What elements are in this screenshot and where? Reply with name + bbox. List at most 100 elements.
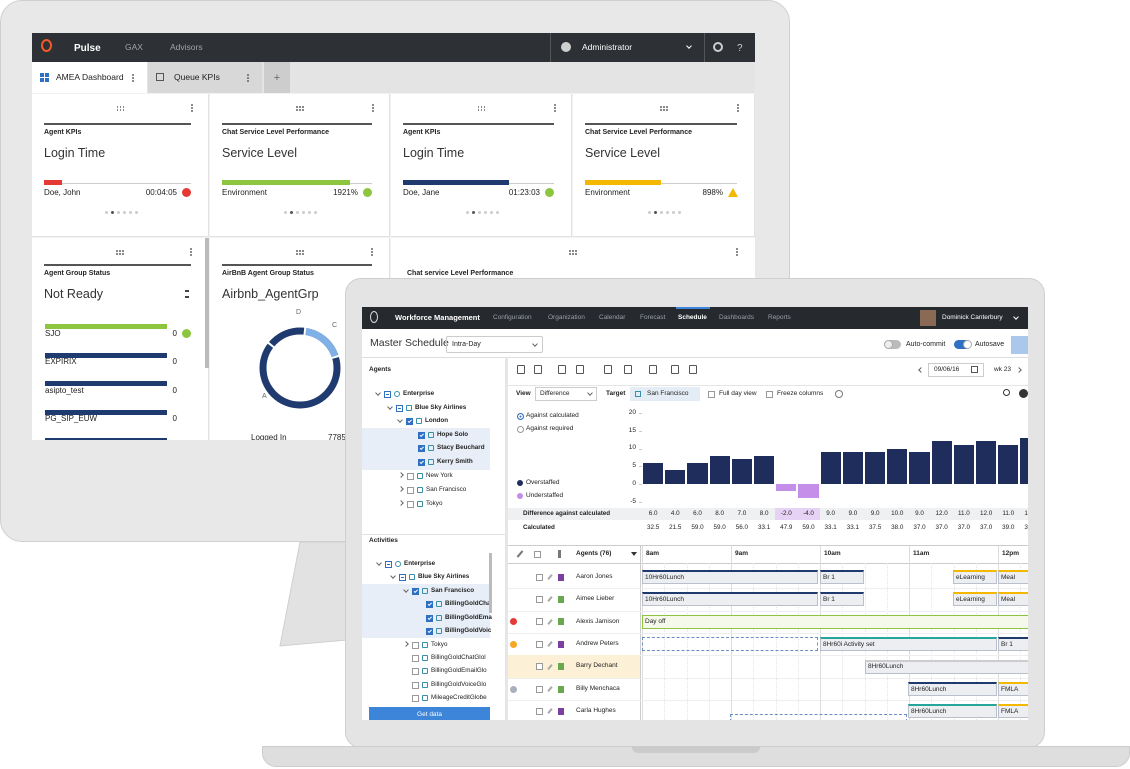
tree-node[interactable]: San Francisco bbox=[431, 586, 475, 594]
toolbar-icon[interactable] bbox=[517, 365, 525, 374]
radio[interactable] bbox=[517, 412, 524, 420]
activity-block[interactable]: 10Hr60Lunch bbox=[642, 570, 818, 584]
nav-link[interactable]: Advisors bbox=[170, 42, 203, 53]
tree-node[interactable]: Stacy Beuchard bbox=[437, 443, 485, 451]
toolbar-icon[interactable] bbox=[558, 365, 566, 374]
get-data-button[interactable] bbox=[369, 707, 490, 720]
checkbox[interactable] bbox=[426, 627, 433, 635]
search-icon[interactable] bbox=[1003, 389, 1010, 396]
checkbox[interactable] bbox=[384, 390, 391, 398]
nav-link[interactable]: Reports bbox=[768, 313, 791, 321]
checkbox[interactable] bbox=[426, 600, 433, 608]
tree-node[interactable]: London bbox=[425, 416, 449, 424]
radio-label[interactable]: Against required bbox=[526, 425, 574, 433]
checkbox[interactable] bbox=[399, 573, 406, 581]
tree-node[interactable]: BillingGoldEmailGlo bbox=[431, 666, 487, 674]
checkbox[interactable] bbox=[412, 667, 419, 675]
add-tab[interactable] bbox=[264, 62, 290, 93]
activity-block[interactable]: 8Hr60Lunch bbox=[908, 704, 997, 719]
activity-block[interactable]: Br 1 bbox=[820, 570, 864, 584]
checkbox[interactable] bbox=[412, 587, 419, 595]
nav-link[interactable]: Organization bbox=[548, 313, 585, 321]
toolbar-icon[interactable] bbox=[624, 365, 632, 374]
nav-link[interactable]: Calendar bbox=[599, 313, 626, 321]
toolbar-icon[interactable] bbox=[689, 365, 697, 374]
tree-node[interactable]: Enterprise bbox=[403, 389, 435, 397]
checkbox[interactable] bbox=[536, 707, 543, 715]
checkbox[interactable] bbox=[536, 640, 543, 648]
checkbox[interactable] bbox=[412, 654, 419, 662]
tree-node[interactable]: New York bbox=[426, 471, 453, 479]
tree-node[interactable]: BillingGoldCha bbox=[445, 599, 491, 607]
tree-node[interactable]: BillingGoldEma bbox=[445, 613, 492, 621]
agent-name[interactable]: Aimee Lieber bbox=[576, 595, 615, 603]
tree-node[interactable]: Blue Sky Airlines bbox=[418, 572, 470, 580]
toggle[interactable] bbox=[954, 340, 971, 349]
tree-node[interactable]: BillingGoldVoiceGlo bbox=[431, 680, 487, 688]
checkbox[interactable] bbox=[536, 595, 543, 603]
checkbox[interactable] bbox=[412, 694, 419, 702]
activity-block[interactable]: Day off bbox=[642, 614, 1028, 629]
activity-block[interactable]: FMLA bbox=[998, 704, 1028, 719]
checkbox[interactable] bbox=[407, 500, 414, 508]
tree-node[interactable]: BillingGoldVoic bbox=[445, 626, 492, 634]
agent-name[interactable]: Carla Hughes bbox=[576, 707, 616, 715]
help-icon[interactable]: ? bbox=[737, 42, 743, 54]
tree-node[interactable]: Hope Solo bbox=[437, 430, 469, 438]
checkbox[interactable] bbox=[406, 417, 413, 425]
checkbox[interactable] bbox=[407, 486, 414, 494]
checkbox[interactable] bbox=[426, 614, 433, 622]
tab-active[interactable] bbox=[32, 62, 147, 93]
activity-block[interactable]: eLearning bbox=[953, 570, 997, 584]
tree-node[interactable]: Tokyo bbox=[431, 640, 448, 648]
user-name[interactable]: Administrator bbox=[582, 42, 633, 53]
toolbar-icon[interactable] bbox=[576, 365, 584, 374]
select[interactable] bbox=[446, 336, 543, 353]
checkbox[interactable] bbox=[708, 390, 715, 398]
agents-header[interactable]: Agents (76) bbox=[576, 549, 612, 557]
tree-node[interactable]: Kerry Smith bbox=[437, 457, 473, 465]
toolbar-icon[interactable] bbox=[649, 365, 657, 374]
activity-block[interactable]: Meal bbox=[998, 570, 1028, 584]
checkbox[interactable] bbox=[534, 550, 541, 558]
add-tab-label[interactable]: + bbox=[273, 71, 281, 84]
select[interactable] bbox=[535, 387, 597, 401]
activity-block[interactable]: 8Hr60Lunch bbox=[865, 659, 1028, 674]
checkbox[interactable] bbox=[407, 472, 414, 480]
checkbox[interactable] bbox=[536, 663, 543, 671]
toolbar-icon[interactable] bbox=[534, 365, 542, 374]
agent-name[interactable]: Alexis Jamison bbox=[576, 617, 620, 625]
tree-node[interactable]: Tokyo bbox=[426, 499, 443, 507]
user-name[interactable]: Dominick Canterbury bbox=[942, 313, 1003, 321]
checkbox[interactable] bbox=[396, 404, 403, 412]
checkbox[interactable] bbox=[536, 573, 543, 581]
action-button[interactable] bbox=[1011, 336, 1028, 354]
tree-node[interactable]: MileageCreditGlobe bbox=[431, 693, 487, 701]
activity-block[interactable]: eLearning bbox=[953, 592, 997, 607]
radio-label[interactable]: Against calculated bbox=[526, 411, 579, 419]
checkbox[interactable] bbox=[536, 618, 543, 626]
nav-link[interactable]: Forecast bbox=[640, 313, 666, 321]
activity-block[interactable]: FMLA bbox=[998, 682, 1028, 696]
activity-block[interactable]: Meal bbox=[998, 592, 1028, 607]
checkbox[interactable] bbox=[412, 681, 419, 689]
radio[interactable] bbox=[517, 426, 524, 433]
toolbar-icon[interactable] bbox=[671, 365, 679, 374]
tree-node[interactable]: BillingGoldChatGlol bbox=[431, 653, 486, 661]
settings-icon[interactable] bbox=[713, 42, 723, 52]
activity-block[interactable]: 10Hr60Lunch bbox=[642, 592, 818, 607]
tab[interactable] bbox=[148, 62, 262, 93]
target-chip[interactable] bbox=[630, 387, 700, 401]
nav-link[interactable]: Configuration bbox=[493, 313, 532, 321]
agent-name[interactable]: Billy Menchaca bbox=[576, 684, 620, 692]
checkbox[interactable] bbox=[418, 431, 425, 439]
agent-name[interactable]: Barry Dechant bbox=[576, 662, 618, 670]
tree-node[interactable]: Blue Sky Airlines bbox=[415, 403, 467, 411]
checkbox[interactable] bbox=[766, 390, 773, 398]
nav-link[interactable]: Dashboards bbox=[719, 313, 755, 321]
activity-block[interactable]: 8Hr60i Activity set bbox=[820, 637, 997, 652]
activity-block[interactable]: Br 1 bbox=[998, 637, 1028, 652]
nav-link[interactable]: GAX bbox=[125, 42, 143, 53]
activity-block[interactable]: 8Hr60Lunch bbox=[908, 682, 997, 696]
tree-node[interactable]: Enterprise bbox=[404, 559, 436, 567]
